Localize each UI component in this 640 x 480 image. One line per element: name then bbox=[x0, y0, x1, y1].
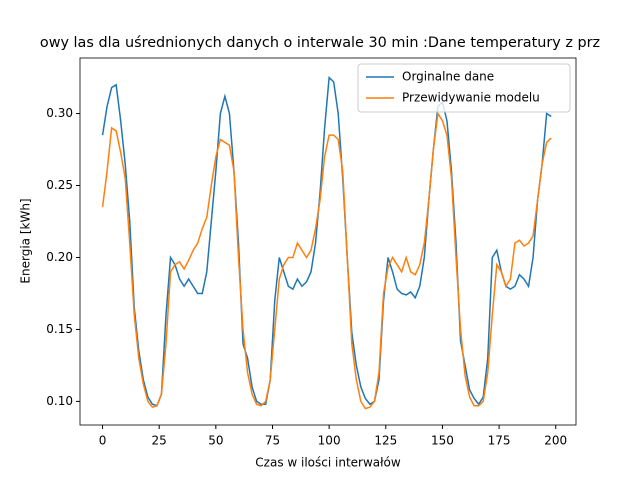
y-tick-label: 0.25 bbox=[46, 178, 73, 192]
x-tick-label: 200 bbox=[544, 434, 567, 448]
chart-title: owy las dla uśrednionych danych o interw… bbox=[40, 35, 600, 51]
y-tick-label: 0.15 bbox=[46, 322, 73, 336]
x-tick-label: 0 bbox=[99, 434, 107, 448]
y-axis-label: Energia [kWh] bbox=[19, 198, 33, 283]
legend-box bbox=[357, 63, 571, 113]
x-tick-label: 125 bbox=[374, 434, 397, 448]
series-line bbox=[101, 75, 552, 407]
x-tick-label: 75 bbox=[265, 434, 280, 448]
x-tick-label: 50 bbox=[208, 434, 223, 448]
y-tick-label: 0.20 bbox=[46, 250, 73, 264]
x-tick-label: 100 bbox=[318, 434, 341, 448]
x-tick-label: 175 bbox=[488, 434, 511, 448]
legend-label: Przewidywanie modelu bbox=[402, 91, 540, 105]
legend-label: Orginalne dane bbox=[402, 70, 494, 84]
x-axis-label: Czas w ilości interwałów bbox=[255, 456, 401, 470]
x-tick-label: 150 bbox=[431, 434, 454, 448]
y-tick-label: 0.30 bbox=[46, 106, 73, 120]
y-tick-label: 0.10 bbox=[46, 394, 73, 408]
series-line bbox=[101, 111, 552, 410]
plot-frame bbox=[79, 57, 577, 426]
x-tick-label: 25 bbox=[152, 434, 167, 448]
